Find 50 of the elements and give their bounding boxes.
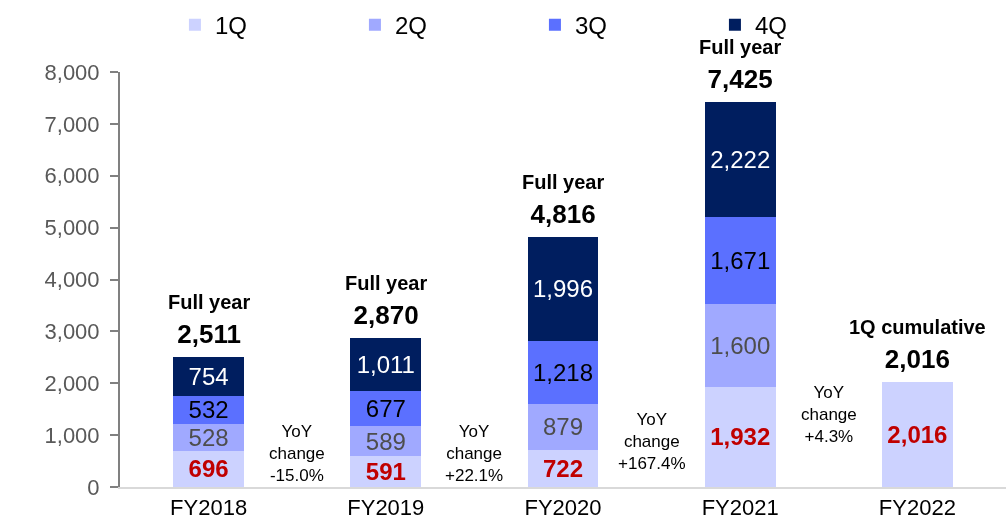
bar	[704, 101, 776, 218]
y-tick-label: 5,000	[44, 215, 100, 241]
total-label: 1Q cumulative 2,016	[849, 316, 986, 374]
data-label: 591	[365, 458, 406, 486]
data-label: 532	[188, 396, 229, 424]
data-label: 2,222	[710, 145, 771, 173]
x-tick-label: FY2018	[170, 495, 248, 521]
data-label: 1,996	[532, 275, 594, 303]
y-tick-label: 8,000	[44, 59, 100, 85]
bar	[704, 386, 776, 487]
annotation: YoY change +22.1%	[445, 422, 504, 486]
y-tick-label: 1,000	[44, 422, 100, 448]
data-label: 1,671	[710, 246, 771, 274]
data-label: 528	[188, 423, 229, 451]
x-tick-label: FY2022	[878, 495, 956, 521]
bar	[704, 303, 776, 387]
data-label: 1,600	[710, 331, 771, 359]
data-label: 722	[542, 454, 584, 482]
data-label: 696	[188, 455, 229, 483]
data-label: 589	[365, 427, 406, 455]
legend-label: 4Q	[754, 12, 787, 40]
bar	[704, 217, 776, 304]
data-label: 754	[188, 362, 229, 390]
x-tick-label: FY2020	[524, 495, 602, 521]
bar	[527, 237, 599, 341]
y-tick-label: 2,000	[44, 370, 100, 396]
legend-label: 2Q	[394, 12, 427, 40]
data-label: 879	[542, 413, 584, 441]
legend-label: 3Q	[574, 12, 607, 40]
data-label: 1,011	[356, 350, 415, 378]
bar	[350, 338, 422, 391]
y-tick-label: 6,000	[44, 163, 100, 189]
data-label: 2,016	[887, 421, 948, 449]
y-tick-label: 7,000	[44, 111, 100, 137]
annotation: YoY change -15.0%	[269, 422, 325, 486]
total-label: Full year 2,511	[168, 291, 251, 349]
data-label: 1,932	[710, 423, 771, 451]
annotation: YoY change +167.4%	[618, 410, 686, 474]
x-tick-label: FY2021	[701, 495, 779, 521]
total-label: Full year 4,816	[522, 171, 605, 229]
data-label: 677	[365, 394, 406, 422]
y-tick-label: 0	[87, 474, 100, 500]
data-label: 1,218	[532, 358, 594, 386]
legend-label: 1Q	[214, 12, 247, 40]
total-label: Full year 2,870	[345, 272, 428, 330]
bar	[881, 382, 953, 487]
annotation: YoY change +4.3%	[801, 383, 857, 447]
y-tick-label: 4,000	[44, 267, 100, 293]
x-tick-label: FY2019	[347, 495, 425, 521]
y-tick-label: 3,000	[44, 319, 100, 345]
